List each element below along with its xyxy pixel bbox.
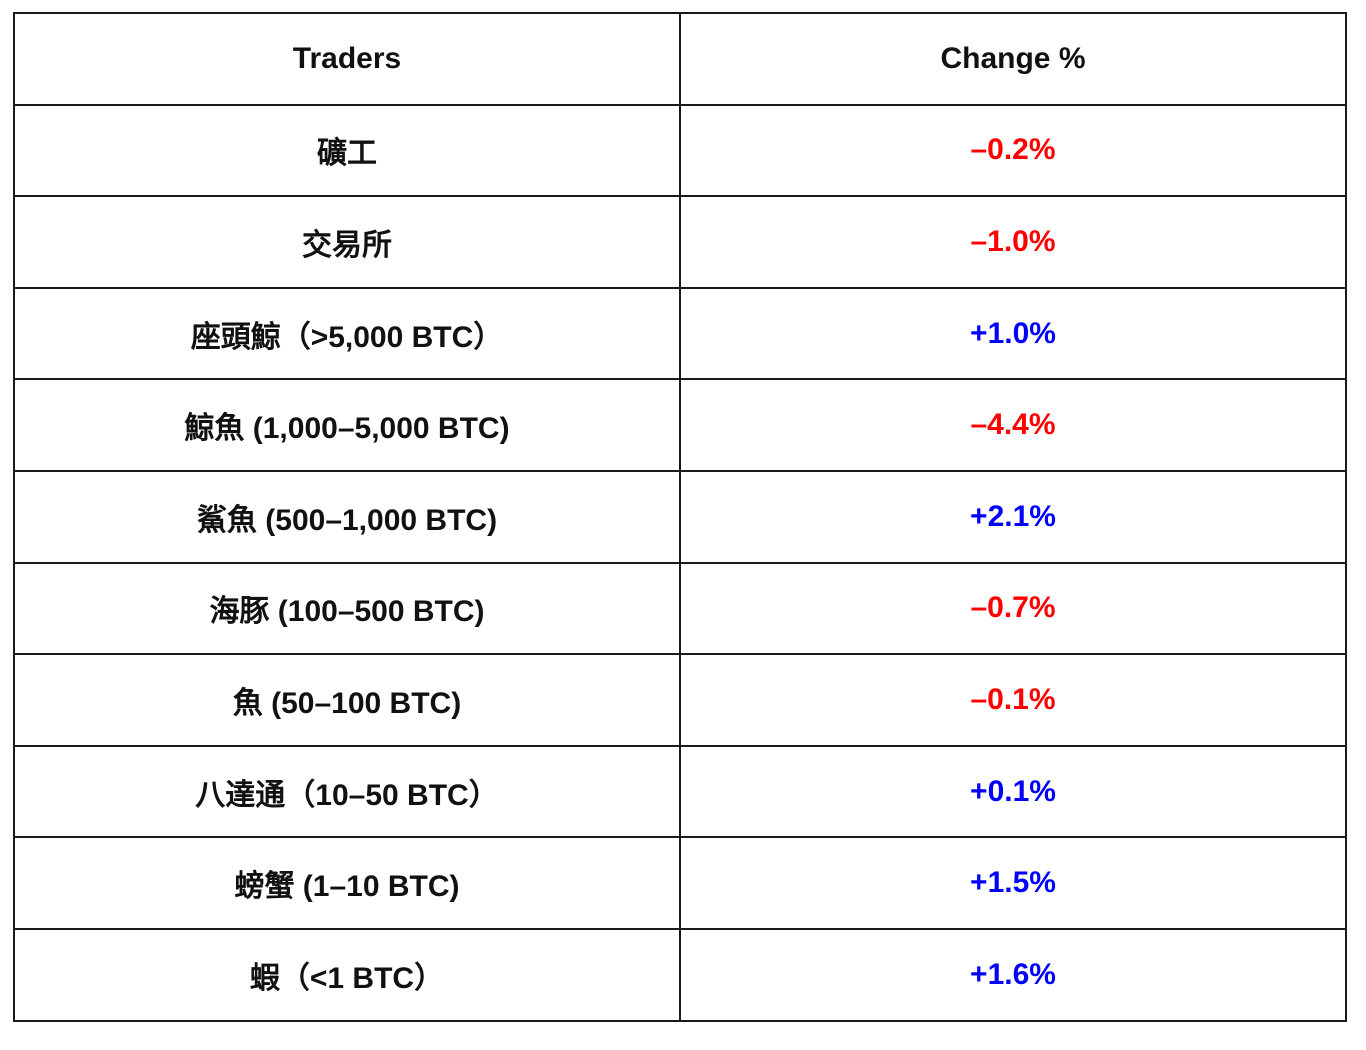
- change-cell: –4.4%: [679, 378, 1347, 472]
- trader-cell: 八達通（10–50 BTC）: [13, 744, 681, 839]
- change-cell: –0.2%: [679, 103, 1347, 198]
- table-row: 八達通（10–50 BTC） +0.1%: [13, 744, 1347, 839]
- trader-cell: 螃蟹 (1–10 BTC): [13, 836, 681, 930]
- table-row: 海豚 (100–500 BTC) –0.7%: [13, 561, 1347, 656]
- header-traders: Traders: [13, 12, 681, 106]
- trader-cell: 鯨魚 (1,000–5,000 BTC): [13, 378, 681, 472]
- trader-cell: 海豚 (100–500 BTC): [13, 561, 681, 656]
- trader-cell: 座頭鯨（>5,000 BTC）: [13, 286, 681, 381]
- table-row: 礦工 –0.2%: [13, 103, 1347, 198]
- change-cell: –0.1%: [679, 653, 1347, 747]
- table-row: 鯨魚 (1,000–5,000 BTC) –4.4%: [13, 378, 1347, 472]
- trader-cell: 蝦（<1 BTC）: [13, 927, 681, 1022]
- change-cell: –0.7%: [679, 561, 1347, 656]
- change-cell: +1.5%: [679, 836, 1347, 930]
- table-row: 鯊魚 (500–1,000 BTC) +2.1%: [13, 469, 1347, 564]
- trader-cell: 魚 (50–100 BTC): [13, 653, 681, 747]
- table-row: 蝦（<1 BTC） +1.6%: [13, 927, 1347, 1022]
- table-row: 魚 (50–100 BTC) –0.1%: [13, 653, 1347, 747]
- header-change-percent: Change %: [679, 12, 1347, 106]
- change-cell: –1.0%: [679, 195, 1347, 289]
- trader-cell: 礦工: [13, 103, 681, 198]
- change-cell: +1.0%: [679, 286, 1347, 381]
- table-row: 螃蟹 (1–10 BTC) +1.5%: [13, 836, 1347, 930]
- change-cell: +0.1%: [679, 744, 1347, 839]
- traders-change-table: Traders Change % 礦工 –0.2% 交易所 –1.0% 座頭鯨（…: [13, 12, 1347, 1022]
- change-cell: +2.1%: [679, 469, 1347, 564]
- table-row: 座頭鯨（>5,000 BTC） +1.0%: [13, 286, 1347, 381]
- trader-cell: 鯊魚 (500–1,000 BTC): [13, 469, 681, 564]
- change-cell: +1.6%: [679, 927, 1347, 1022]
- table-row: 交易所 –1.0%: [13, 195, 1347, 289]
- table-header-row: Traders Change %: [13, 12, 1347, 106]
- trader-cell: 交易所: [13, 195, 681, 289]
